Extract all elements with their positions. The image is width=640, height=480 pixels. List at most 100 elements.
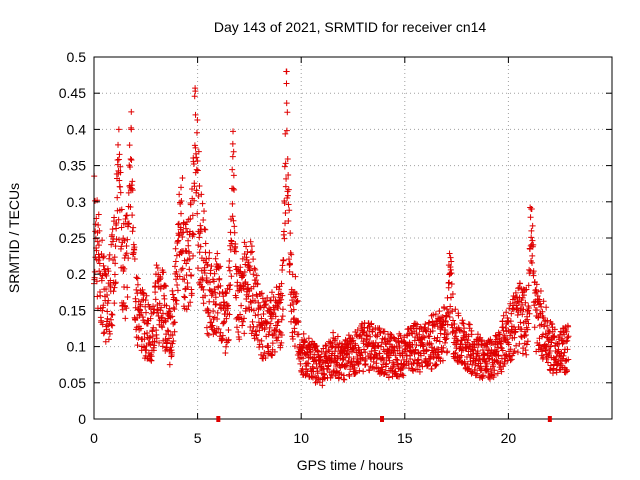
data-point bbox=[102, 338, 109, 345]
data-point bbox=[276, 286, 283, 293]
x-tick-label: 5 bbox=[194, 430, 202, 446]
data-point bbox=[299, 365, 306, 372]
data-point bbox=[542, 330, 549, 337]
data-point bbox=[172, 258, 179, 265]
data-point bbox=[140, 290, 147, 297]
data-point bbox=[111, 254, 118, 261]
data-point bbox=[304, 360, 311, 367]
data-point bbox=[247, 238, 254, 245]
data-point bbox=[520, 292, 527, 299]
data-point bbox=[260, 310, 267, 317]
data-point bbox=[128, 108, 135, 115]
data-point bbox=[159, 324, 166, 331]
data-point bbox=[173, 297, 180, 304]
data-point bbox=[123, 243, 130, 250]
data-point bbox=[169, 340, 176, 347]
data-point bbox=[560, 352, 567, 359]
data-point bbox=[217, 263, 224, 270]
data-point bbox=[352, 368, 359, 375]
data-point bbox=[460, 320, 467, 327]
data-point bbox=[512, 289, 519, 296]
data-point bbox=[539, 348, 546, 355]
data-point bbox=[249, 248, 256, 255]
data-point bbox=[300, 355, 307, 362]
data-point bbox=[447, 254, 454, 261]
data-point bbox=[242, 305, 249, 312]
data-point bbox=[100, 262, 107, 269]
data-point bbox=[283, 100, 290, 107]
data-point bbox=[314, 347, 321, 354]
data-point bbox=[474, 370, 481, 377]
data-point bbox=[529, 237, 536, 244]
data-point bbox=[100, 302, 107, 309]
data-point bbox=[512, 328, 519, 335]
data-point bbox=[354, 326, 361, 333]
data-point bbox=[231, 186, 238, 193]
data-point bbox=[270, 293, 277, 300]
data-point bbox=[499, 347, 506, 354]
data-point bbox=[117, 163, 124, 170]
data-point bbox=[211, 270, 218, 277]
data-point bbox=[105, 268, 112, 275]
data-point bbox=[458, 337, 465, 344]
data-point bbox=[516, 340, 523, 347]
data-point bbox=[491, 367, 498, 374]
data-point bbox=[105, 336, 112, 343]
data-point bbox=[193, 154, 200, 161]
data-point bbox=[123, 305, 130, 312]
data-point bbox=[313, 343, 320, 350]
data-point bbox=[551, 333, 558, 340]
data-point bbox=[331, 348, 338, 355]
data-point bbox=[323, 343, 330, 350]
data-point bbox=[282, 130, 289, 137]
data-point bbox=[93, 278, 100, 285]
data-point bbox=[162, 318, 169, 325]
data-point bbox=[285, 256, 292, 263]
data-point bbox=[428, 340, 435, 347]
data-point bbox=[230, 185, 237, 192]
data-point bbox=[275, 318, 282, 325]
data-point bbox=[531, 324, 538, 331]
data-point bbox=[143, 292, 150, 299]
data-point bbox=[439, 348, 446, 355]
data-point bbox=[412, 346, 419, 353]
data-point bbox=[111, 284, 118, 291]
data-point bbox=[496, 331, 503, 338]
data-point bbox=[416, 368, 423, 375]
data-point bbox=[393, 356, 400, 363]
data-point bbox=[195, 265, 202, 272]
data-point bbox=[541, 323, 548, 330]
data-point bbox=[214, 309, 221, 316]
data-point bbox=[219, 332, 226, 339]
data-point bbox=[349, 361, 356, 368]
data-point bbox=[466, 321, 473, 328]
data-point bbox=[124, 236, 131, 243]
data-point bbox=[247, 267, 254, 274]
data-point bbox=[237, 311, 244, 318]
data-point bbox=[456, 326, 463, 333]
data-point bbox=[528, 227, 535, 234]
data-point bbox=[431, 345, 438, 352]
data-point bbox=[284, 109, 291, 116]
data-point bbox=[192, 88, 199, 95]
data-point bbox=[174, 282, 181, 289]
data-point bbox=[565, 333, 572, 340]
data-point bbox=[253, 291, 260, 298]
data-point bbox=[478, 366, 485, 373]
data-point bbox=[115, 156, 122, 163]
data-point bbox=[230, 128, 237, 135]
data-point bbox=[177, 200, 184, 207]
data-point bbox=[319, 382, 326, 389]
data-point bbox=[459, 317, 466, 324]
data-point bbox=[232, 241, 239, 248]
data-point bbox=[225, 336, 232, 343]
data-point bbox=[96, 227, 103, 234]
data-point bbox=[350, 337, 357, 344]
data-point bbox=[259, 343, 266, 350]
data-point bbox=[99, 307, 106, 314]
data-point bbox=[505, 341, 512, 348]
data-point bbox=[465, 321, 472, 328]
data-point bbox=[290, 316, 297, 323]
data-point bbox=[415, 356, 422, 363]
data-point bbox=[123, 250, 130, 257]
